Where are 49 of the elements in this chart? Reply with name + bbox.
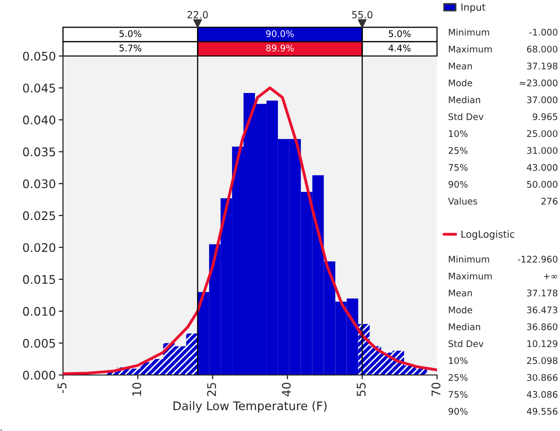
text: Std Dev 10.129 bbox=[448, 340, 558, 348]
x-tick-label: 70 bbox=[431, 382, 440, 396]
x-tick-label: 40 bbox=[282, 382, 291, 396]
y-tick-label: 0.050 bbox=[23, 52, 56, 61]
text: Maximum +∞ bbox=[448, 272, 558, 280]
text: Mode ≈23.000 bbox=[448, 79, 558, 86]
legend-label: LogLogistic bbox=[461, 230, 514, 240]
text: Mode 36.473 bbox=[448, 306, 558, 314]
text: 5.0% bbox=[120, 30, 142, 38]
text: Std Dev 9.965 bbox=[448, 113, 558, 120]
text: 4.4% bbox=[388, 44, 411, 52]
y-tick-label: 0.015 bbox=[23, 275, 56, 284]
y-tick-label: 0.010 bbox=[23, 306, 56, 316]
text: Minimum -1.000 bbox=[448, 28, 558, 36]
text: Maximum 68.000 bbox=[448, 46, 558, 53]
text: Mean 37.178 bbox=[448, 290, 558, 296]
legend-label: Input bbox=[461, 4, 486, 13]
ref-line-label: 55.0 bbox=[352, 11, 372, 18]
x-tick-label: 10 bbox=[132, 382, 142, 396]
x-tick-label: 55 bbox=[356, 382, 366, 396]
text: 75% 43.086 bbox=[448, 390, 558, 398]
text: 5.0% bbox=[388, 30, 411, 38]
text: 25% 30.866 bbox=[448, 374, 558, 381]
x-tick-label: -5 bbox=[58, 382, 66, 394]
text: Median 37.000 bbox=[448, 96, 558, 104]
y-tick-label: 0.020 bbox=[23, 243, 56, 252]
y-tick-label: 0.040 bbox=[23, 116, 56, 124]
text: Mean 37.198 bbox=[448, 62, 558, 70]
y-tick-label: 0.000 bbox=[23, 370, 56, 380]
x-axis-title: Daily Low Temperature (F) bbox=[174, 401, 327, 413]
text: 89.9% bbox=[266, 44, 294, 52]
text: 10% 25.098 bbox=[448, 357, 558, 364]
y-tick-label: 0.045 bbox=[23, 84, 56, 93]
text: 5.7% bbox=[120, 44, 142, 52]
text: 90% 50.000 bbox=[448, 180, 558, 188]
text: 90% 49.556 bbox=[448, 408, 558, 415]
y-tick-label: 0.025 bbox=[23, 211, 56, 220]
y-tick-label: 0.005 bbox=[23, 338, 56, 348]
text: Values 276 bbox=[448, 198, 558, 205]
text: Minimum -122.960 bbox=[448, 256, 558, 263]
text: 25% 31.000 bbox=[448, 147, 558, 154]
text: Median 36.860 bbox=[448, 323, 558, 330]
text: 75% 43.000 bbox=[448, 164, 558, 171]
y-tick-label: 0.035 bbox=[23, 147, 56, 156]
x-tick-label: 25 bbox=[207, 382, 216, 396]
ref-line-label: 22.0 bbox=[188, 11, 208, 18]
text: 90.0% bbox=[266, 30, 294, 38]
text: 10% 25.000 bbox=[448, 130, 558, 138]
y-tick-label: 0.030 bbox=[23, 179, 56, 188]
